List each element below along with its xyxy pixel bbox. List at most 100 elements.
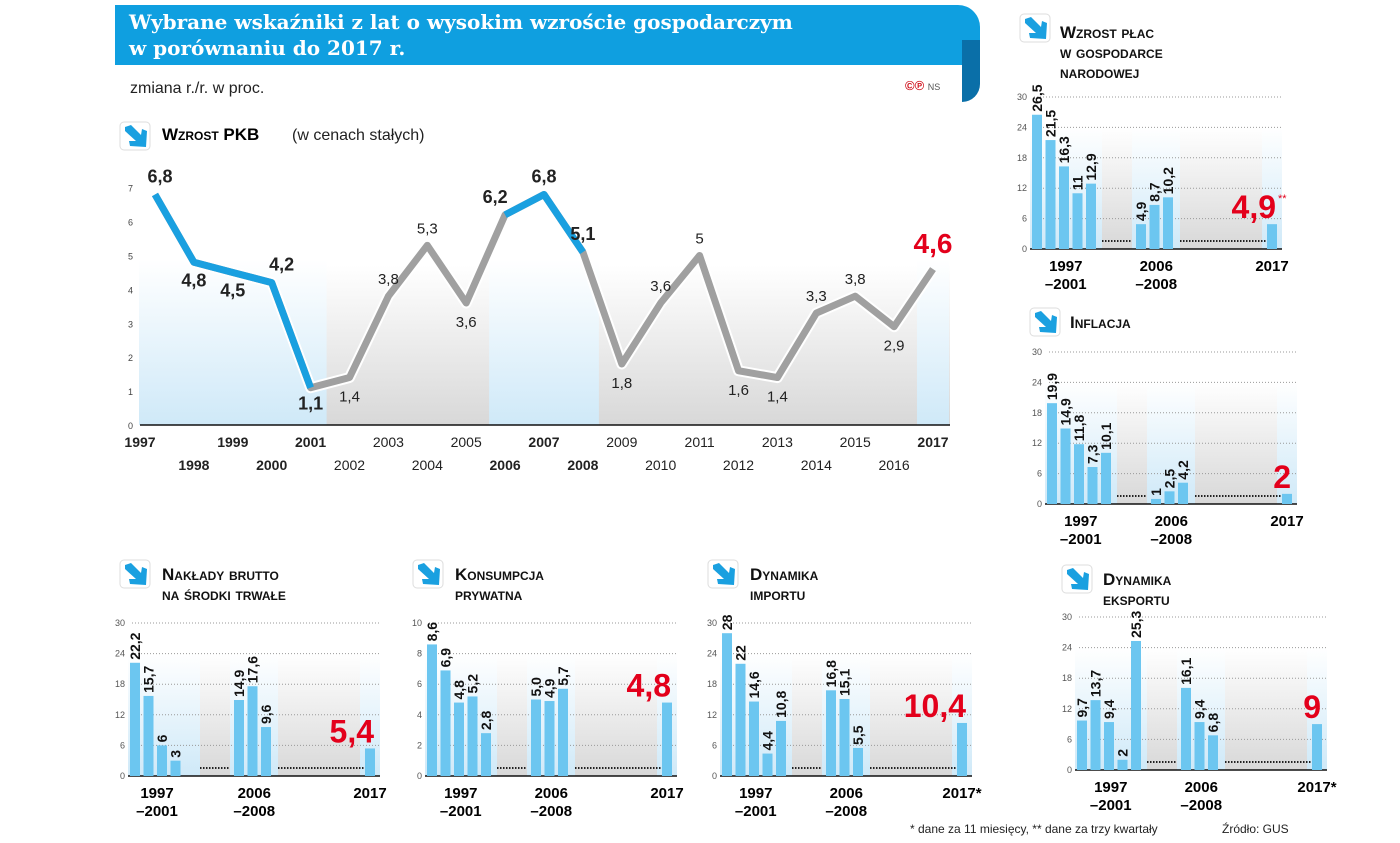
bar <box>735 663 746 776</box>
x-tick-label: 2012 <box>723 457 754 473</box>
y-tick-label: 24 <box>115 649 125 659</box>
current-period-label: 2017 <box>1255 258 1288 275</box>
x-tick-label: 2003 <box>373 434 404 450</box>
y-tick-label: 0 <box>712 771 717 781</box>
bar-label: 2,8 <box>478 710 494 730</box>
bar-label: 5,2 <box>465 674 481 694</box>
chart-title-note: (w cenach stałych) <box>292 127 425 144</box>
bar-current <box>1312 724 1322 770</box>
bar <box>130 662 140 776</box>
y-tick-label: 6 <box>1067 734 1072 744</box>
chart-title: eksportu <box>1103 590 1170 609</box>
x-tick-label: 2004 <box>412 457 443 473</box>
bar <box>261 727 271 776</box>
bar <box>1164 491 1175 504</box>
page-title: Wybrane wskaźniki z lat o wysokim wzrośc… <box>129 10 793 60</box>
bar-label: 10,8 <box>773 690 789 717</box>
bar <box>1059 166 1069 249</box>
current-period-label: 2017 <box>1270 513 1303 530</box>
current-period-label: 2017* <box>1297 779 1336 796</box>
bar-label: 11 <box>1070 175 1086 190</box>
bar-label: 8,7 <box>1147 182 1163 202</box>
y-tick-label: 6 <box>1022 214 1027 224</box>
x-tick-label: 2016 <box>879 457 910 473</box>
arrow-down-right-icon <box>1029 307 1061 337</box>
chart-title: Dynamika <box>1103 570 1172 589</box>
copyright-mark: ©℗ NS <box>905 78 941 93</box>
bar <box>1181 687 1191 770</box>
data-label: 6,2 <box>483 187 508 207</box>
group-label: –2008 <box>530 803 572 820</box>
bar-label: 12,9 <box>1083 153 1099 180</box>
group-label: 1997 <box>1064 513 1097 530</box>
bar-label: 15,1 <box>837 669 853 696</box>
data-label: 3,8 <box>845 271 866 288</box>
x-tick-label: 2013 <box>762 434 793 450</box>
bar <box>762 753 773 776</box>
x-tick-label: 1997 <box>124 434 155 450</box>
current-value-label: 2 <box>1273 459 1291 495</box>
bar <box>722 633 732 776</box>
bar <box>481 733 491 776</box>
data-label: 3,6 <box>456 314 477 331</box>
x-tick-label: 2001 <box>295 434 326 450</box>
icon-arrow <box>125 125 147 147</box>
source: Źródło: GUS <box>1222 822 1289 836</box>
current-value-label: 10,4 <box>904 688 966 724</box>
group-label: 2006 <box>238 785 271 802</box>
y-tick-label: 30 <box>1062 612 1072 622</box>
group-label: 1997 <box>1049 258 1082 275</box>
y-tick-label: 0 <box>1067 765 1072 775</box>
bar-label: 15,7 <box>141 665 157 692</box>
header-curl <box>962 40 980 102</box>
bar <box>1060 428 1071 504</box>
current-value-label: 4,9 <box>1232 189 1276 225</box>
bar-current <box>1267 224 1277 249</box>
bar-label: 4,9 <box>542 678 558 698</box>
bar-label: 28 <box>719 614 735 630</box>
bar <box>467 696 478 776</box>
x-tick-label: 2005 <box>451 434 482 450</box>
group-label: –2008 <box>1180 797 1222 814</box>
bar-label: 8,6 <box>424 622 440 642</box>
group-label: 1997 <box>739 785 772 802</box>
group-label: 1997 <box>444 785 477 802</box>
bar-label: 16,1 <box>1178 657 1194 684</box>
y-tick-label: 6 <box>120 740 125 750</box>
bar-label: 22,2 <box>127 632 143 659</box>
bar-label: 4,4 <box>760 731 776 751</box>
x-tick-label: 2011 <box>685 434 715 450</box>
data-label: 6,8 <box>531 166 556 186</box>
current-value-label: 9 <box>1303 689 1321 725</box>
bar <box>531 699 541 776</box>
bar <box>143 695 154 776</box>
bar <box>1074 444 1084 504</box>
x-tick-label: 2010 <box>645 457 676 473</box>
data-label: 4,8 <box>181 270 206 290</box>
y-tick-label: 7 <box>128 184 133 194</box>
y-tick-label: 30 <box>707 618 717 628</box>
bar <box>1032 114 1042 249</box>
bar <box>1149 204 1160 249</box>
y-tick-label: 0 <box>1037 499 1042 509</box>
y-tick-label: 24 <box>1062 643 1072 653</box>
y-tick-label: 4 <box>128 285 133 295</box>
group-label: 2006 <box>1155 513 1188 530</box>
y-tick-label: 0 <box>120 771 125 781</box>
icon-arrow <box>125 563 147 585</box>
bar <box>749 701 759 776</box>
x-tick-label: 2009 <box>606 434 637 450</box>
bar <box>1208 735 1218 770</box>
bar-label: 14,6 <box>746 671 762 698</box>
group-label: –2001 <box>1045 276 1087 293</box>
group-label: –2008 <box>1150 531 1192 548</box>
highlight-band <box>489 260 599 425</box>
bar-label: 4,2 <box>1175 460 1191 480</box>
footnote: * dane za 11 miesięcy, ** dane za trzy k… <box>910 822 1158 836</box>
y-tick-label: 12 <box>1062 704 1072 714</box>
bar-current <box>662 702 672 776</box>
bar-label: 6,9 <box>438 648 454 668</box>
group-label: –2001 <box>1060 531 1102 548</box>
group-label: –2001 <box>1090 797 1132 814</box>
chart-title: importu <box>750 585 805 604</box>
